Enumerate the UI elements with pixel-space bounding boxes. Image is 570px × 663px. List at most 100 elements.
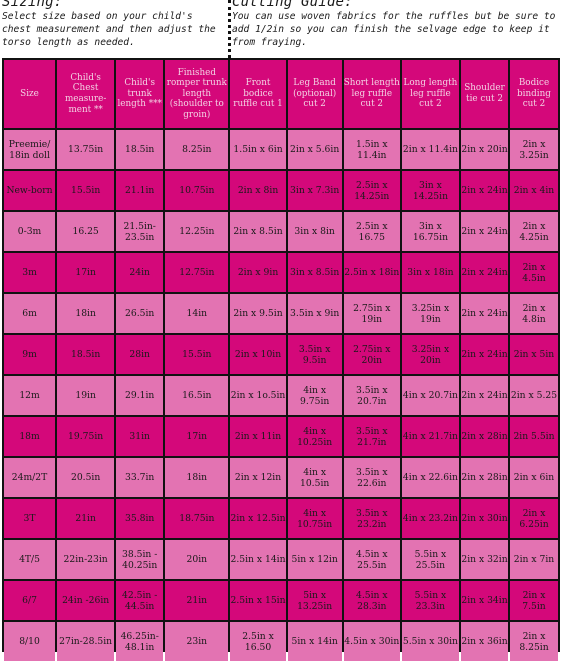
cell-leg-band: 4in x 10.75in bbox=[287, 499, 342, 538]
cell-romper-length: 15.5in bbox=[165, 335, 229, 374]
cell-short-ruffle: 2.5in x 16.75 bbox=[343, 212, 400, 251]
cell-trunk-length: 46.25in-48.1in bbox=[116, 622, 164, 661]
cell-trunk-length: 21.1in bbox=[116, 171, 164, 210]
cell-romper-length: 8.25in bbox=[165, 130, 229, 169]
cell-leg-band: 5in x 12in bbox=[287, 540, 342, 579]
table-row: 0-3m 16.25 21.5in-23.5in 12.25in 2in x 8.5in… bbox=[4, 212, 558, 251]
cell-bodice-binding: 2in x 4in bbox=[509, 171, 558, 210]
table-row: 9m 18.5in 28in 15.5in 2in x 10in 3.5in x 9.5i… bbox=[4, 335, 558, 374]
cell-size: Preemie/ 18in doll bbox=[4, 130, 56, 169]
cell-bodice-binding: 2in x 5.25 bbox=[509, 376, 558, 415]
cell-long-ruffle: 5.5in x 23.3in bbox=[401, 581, 460, 620]
cell-romper-length: 21in bbox=[165, 581, 229, 620]
cell-front-ruffle: 1.5in x 6in bbox=[230, 130, 286, 169]
cell-long-ruffle: 5.5in x 30in bbox=[401, 622, 460, 661]
cell-shoulder-tie: 2in x 36in bbox=[461, 622, 508, 661]
cell-shoulder-tie: 2in x 24in bbox=[461, 212, 508, 251]
cell-short-ruffle: 2.5in x 14.25in bbox=[343, 171, 400, 210]
dotted-divider bbox=[228, 0, 231, 58]
cell-long-ruffle: 2in x 11.4in bbox=[401, 130, 460, 169]
cell-leg-band: 3in x 8.5in bbox=[287, 253, 342, 292]
header-front-ruffle: Front bodice ruffle cut 1 bbox=[230, 60, 286, 128]
cell-leg-band: 5in x 14in bbox=[287, 622, 342, 661]
cell-short-ruffle: 2.75in x 19in bbox=[343, 294, 400, 333]
cell-trunk-length: 28in bbox=[116, 335, 164, 374]
cell-bodice-binding: 2in x 7.5in bbox=[509, 581, 558, 620]
cell-bodice-binding: 2in x 4.25in bbox=[509, 212, 558, 251]
header-leg-band: Leg Band (optional) cut 2 bbox=[287, 60, 342, 128]
cell-trunk-length: 42.5in - 44.5in bbox=[116, 581, 164, 620]
header-trunk-length: Child's trunk length *** bbox=[116, 60, 164, 128]
cell-short-ruffle: 3.5in x 22.6in bbox=[343, 458, 400, 497]
cell-leg-band: 4in x 10.25in bbox=[287, 417, 342, 456]
table-row: Preemie/ 18in doll 13.75in 18.5in 8.25in 1.5… bbox=[4, 130, 558, 169]
cell-chest: 27in-28.5in bbox=[57, 622, 115, 661]
cell-romper-length: 12.25in bbox=[165, 212, 229, 251]
cell-leg-band: 3.5in x 9in bbox=[287, 294, 342, 333]
cell-bodice-binding: 2in x 6in bbox=[509, 458, 558, 497]
cell-front-ruffle: 2in x 1o.5in bbox=[230, 376, 286, 415]
cell-leg-band: 5in x 13.25in bbox=[287, 581, 342, 620]
cell-bodice-binding: 2in x 4.5in bbox=[509, 253, 558, 292]
cell-romper-length: 14in bbox=[165, 294, 229, 333]
table-row: 24m/2T 20.5in 33.7in 18in 2in x 12in 4in x 10… bbox=[4, 458, 558, 497]
cell-size: 12m bbox=[4, 376, 56, 415]
cell-size: 4T/5 bbox=[4, 540, 56, 579]
cutting-section: Cutting Guide: You can use woven fabrics… bbox=[232, 0, 568, 50]
cell-chest: 19in bbox=[57, 376, 115, 415]
cell-front-ruffle: 2.5in x 16.50 bbox=[230, 622, 286, 661]
table-row: 18m 19.75in 31in 17in 2in x 11in 4in x 10.25i… bbox=[4, 417, 558, 456]
cell-size: 6/7 bbox=[4, 581, 56, 620]
size-chart-body: Size Child's Chest measure-ment ** Child… bbox=[4, 60, 558, 661]
cell-size: 24m/2T bbox=[4, 458, 56, 497]
cell-bodice-binding: 2in x 8.25in bbox=[509, 622, 558, 661]
cell-leg-band: 3.5in x 9.5in bbox=[287, 335, 342, 374]
cell-trunk-length: 21.5in-23.5in bbox=[116, 212, 164, 251]
cell-chest: 15.5in bbox=[57, 171, 115, 210]
header-shoulder-tie: Shoulder tie cut 2 bbox=[461, 60, 508, 128]
cell-short-ruffle: 4.5in x 28.3in bbox=[343, 581, 400, 620]
header-bodice-binding: Bodice binding cut 2 bbox=[509, 60, 558, 128]
cell-shoulder-tie: 2in x 24in bbox=[461, 335, 508, 374]
cell-front-ruffle: 2in x 11in bbox=[230, 417, 286, 456]
cell-front-ruffle: 2.5in x 14in bbox=[230, 540, 286, 579]
cell-trunk-length: 31in bbox=[116, 417, 164, 456]
cell-leg-band: 4in x 9.75in bbox=[287, 376, 342, 415]
header-short-ruffle: Short length leg ruffle cut 2 bbox=[343, 60, 400, 128]
cell-bodice-binding: 2in 5.5in bbox=[509, 417, 558, 456]
cell-trunk-length: 18.5in bbox=[116, 130, 164, 169]
cell-long-ruffle: 5.5in x 25.5in bbox=[401, 540, 460, 579]
cell-short-ruffle: 4.5in x 30in bbox=[343, 622, 400, 661]
cell-size: New-born bbox=[4, 171, 56, 210]
cell-bodice-binding: 2in x 4.8in bbox=[509, 294, 558, 333]
cell-long-ruffle: 3in x 16.75in bbox=[401, 212, 460, 251]
header-chest: Child's Chest measure-ment ** bbox=[57, 60, 115, 128]
cell-short-ruffle: 3.5in x 23.2in bbox=[343, 499, 400, 538]
cell-size: 3T bbox=[4, 499, 56, 538]
cell-trunk-length: 29.1in bbox=[116, 376, 164, 415]
cell-romper-length: 16.5in bbox=[165, 376, 229, 415]
guide-header: Sizing: Select size based on your child'… bbox=[0, 0, 570, 58]
header-size: Size bbox=[4, 60, 56, 128]
cell-short-ruffle: 4.5in x 25.5in bbox=[343, 540, 400, 579]
sizing-instructions: Select size based on your child's chest … bbox=[2, 11, 216, 49]
table-row: New-born 15.5in 21.1in 10.75in 2in x 8in 3in … bbox=[4, 171, 558, 210]
cell-long-ruffle: 3in x 14.25in bbox=[401, 171, 460, 210]
cell-size: 3m bbox=[4, 253, 56, 292]
cell-short-ruffle: 1.5in x 11.4in bbox=[343, 130, 400, 169]
cell-romper-length: 12.75in bbox=[165, 253, 229, 292]
cell-short-ruffle: 2.5in x 18in bbox=[343, 253, 400, 292]
cell-chest: 18in bbox=[57, 294, 115, 333]
cell-chest: 20.5in bbox=[57, 458, 115, 497]
cell-front-ruffle: 2in x 10in bbox=[230, 335, 286, 374]
cutting-title: Cutting Guide: bbox=[232, 0, 353, 10]
sizing-section: Sizing: Select size based on your child'… bbox=[2, 0, 224, 50]
cell-short-ruffle: 2.75in x 20in bbox=[343, 335, 400, 374]
cell-shoulder-tie: 2in x 24in bbox=[461, 171, 508, 210]
table-row: 4T/5 22in-23in 38.5in - 40.25in 20in 2.5in x… bbox=[4, 540, 558, 579]
cell-romper-length: 23in bbox=[165, 622, 229, 661]
sizing-title: Sizing: bbox=[2, 0, 63, 10]
cell-leg-band: 4in x 10.5in bbox=[287, 458, 342, 497]
cell-front-ruffle: 2in x 9in bbox=[230, 253, 286, 292]
cell-shoulder-tie: 2in x 30in bbox=[461, 499, 508, 538]
